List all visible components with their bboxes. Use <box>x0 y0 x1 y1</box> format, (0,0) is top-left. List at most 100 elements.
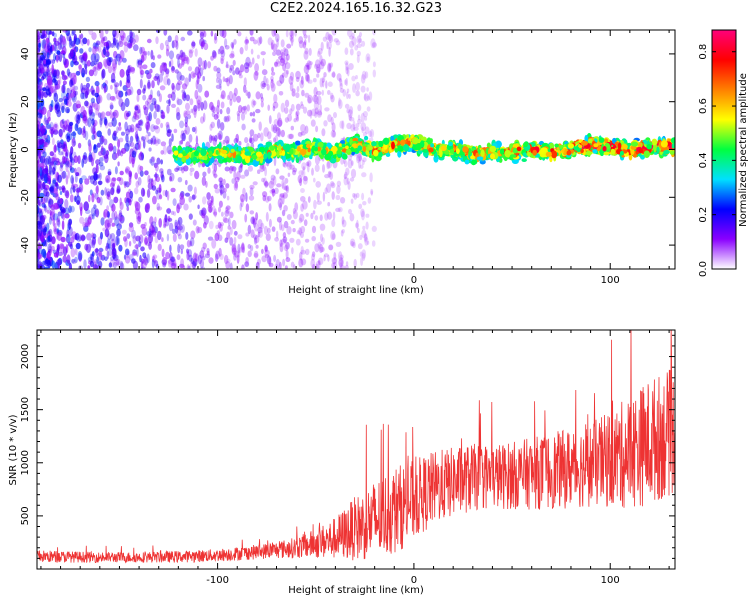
noise-speckle <box>319 214 323 222</box>
noise-speckle <box>218 130 223 141</box>
ridge-cell <box>390 135 395 142</box>
noise-speckle <box>60 244 65 254</box>
noise-speckle <box>253 234 258 240</box>
noise-speckle <box>146 102 151 110</box>
noise-speckle <box>225 207 229 212</box>
ridge-cell <box>449 148 455 154</box>
noise-speckle <box>168 50 175 60</box>
noise-speckle <box>204 90 210 98</box>
noise-speckle <box>305 248 310 256</box>
noise-speckle <box>300 258 307 266</box>
noise-speckle <box>168 222 174 232</box>
noise-speckle <box>206 247 210 254</box>
noise-speckle <box>49 121 54 132</box>
noise-speckle <box>82 129 87 139</box>
noise-speckle <box>372 41 377 49</box>
noise-speckle <box>98 151 103 157</box>
noise-speckle <box>271 124 275 132</box>
noise-speckle <box>67 220 72 227</box>
noise-speckle <box>61 185 66 191</box>
noise-speckle <box>142 139 146 149</box>
noise-speckle <box>341 229 346 234</box>
noise-speckle <box>60 236 66 243</box>
ridge-cell <box>317 146 321 152</box>
noise-speckle <box>43 59 47 65</box>
noise-speckle <box>344 103 350 109</box>
noise-speckle <box>157 54 162 59</box>
noise-speckle <box>43 142 49 148</box>
noise-speckle <box>98 260 103 269</box>
noise-speckle <box>218 247 222 257</box>
noise-speckle <box>274 61 279 68</box>
noise-speckle <box>243 84 247 93</box>
ridge-cell <box>330 158 337 164</box>
noise-speckle <box>101 145 104 153</box>
noise-speckle <box>300 232 304 238</box>
noise-speckle <box>305 212 309 217</box>
noise-speckle <box>62 255 67 263</box>
noise-speckle <box>345 77 349 87</box>
noise-speckle <box>289 164 295 170</box>
noise-speckle <box>284 265 288 269</box>
noise-speckle <box>65 124 71 132</box>
noise-speckle <box>68 262 72 269</box>
noise-speckle <box>112 111 117 117</box>
noise-speckle <box>361 192 365 201</box>
snr-plot-area <box>37 330 675 569</box>
noise-speckle <box>74 37 81 45</box>
noise-speckle <box>357 118 362 125</box>
noise-speckle <box>220 101 225 109</box>
noise-speckle <box>319 104 323 113</box>
noise-speckle <box>300 104 305 109</box>
noise-speckle <box>118 56 123 63</box>
noise-speckle <box>261 255 267 263</box>
noise-speckle <box>140 135 144 142</box>
noise-speckle <box>48 104 52 110</box>
noise-speckle <box>88 194 91 203</box>
noise-speckle <box>61 220 65 231</box>
noise-speckle <box>346 122 352 130</box>
noise-speckle <box>270 78 274 84</box>
noise-speckle <box>131 158 135 168</box>
noise-speckle <box>360 122 367 132</box>
noise-speckle <box>260 222 265 230</box>
noise-speckle <box>154 73 160 80</box>
noise-speckle <box>37 101 40 110</box>
noise-speckle <box>302 30 307 36</box>
noise-speckle <box>246 104 250 112</box>
noise-speckle <box>274 187 279 194</box>
noise-speckle <box>355 81 361 91</box>
noise-speckle <box>255 212 259 221</box>
noise-speckle <box>74 174 78 183</box>
noise-speckle <box>115 214 122 219</box>
noise-speckle <box>270 79 275 89</box>
noise-speckle <box>325 80 328 89</box>
noise-speckle <box>331 122 336 132</box>
noise-speckle <box>151 185 157 191</box>
noise-speckle <box>339 120 344 129</box>
noise-speckle <box>165 189 168 198</box>
noise-speckle <box>165 69 169 78</box>
noise-speckle <box>186 114 192 120</box>
noise-speckle <box>255 91 261 100</box>
ridge-cell <box>331 145 338 154</box>
noise-speckle <box>235 133 239 143</box>
noise-speckle <box>52 177 57 187</box>
noise-speckle <box>172 233 177 243</box>
noise-speckle <box>239 47 244 55</box>
ridge-cell <box>516 146 522 152</box>
noise-speckle <box>166 145 172 155</box>
noise-speckle <box>307 160 312 168</box>
noise-speckle <box>67 100 72 107</box>
noise-speckle <box>78 234 82 242</box>
noise-speckle <box>46 250 51 259</box>
noise-speckle <box>260 101 264 108</box>
noise-speckle <box>359 234 363 240</box>
noise-speckle <box>192 219 197 226</box>
noise-speckle <box>118 98 124 107</box>
noise-speckle <box>54 79 58 86</box>
noise-speckle <box>39 62 44 69</box>
noise-speckle <box>183 203 189 211</box>
noise-speckle <box>91 151 96 161</box>
noise-speckle <box>49 161 55 166</box>
